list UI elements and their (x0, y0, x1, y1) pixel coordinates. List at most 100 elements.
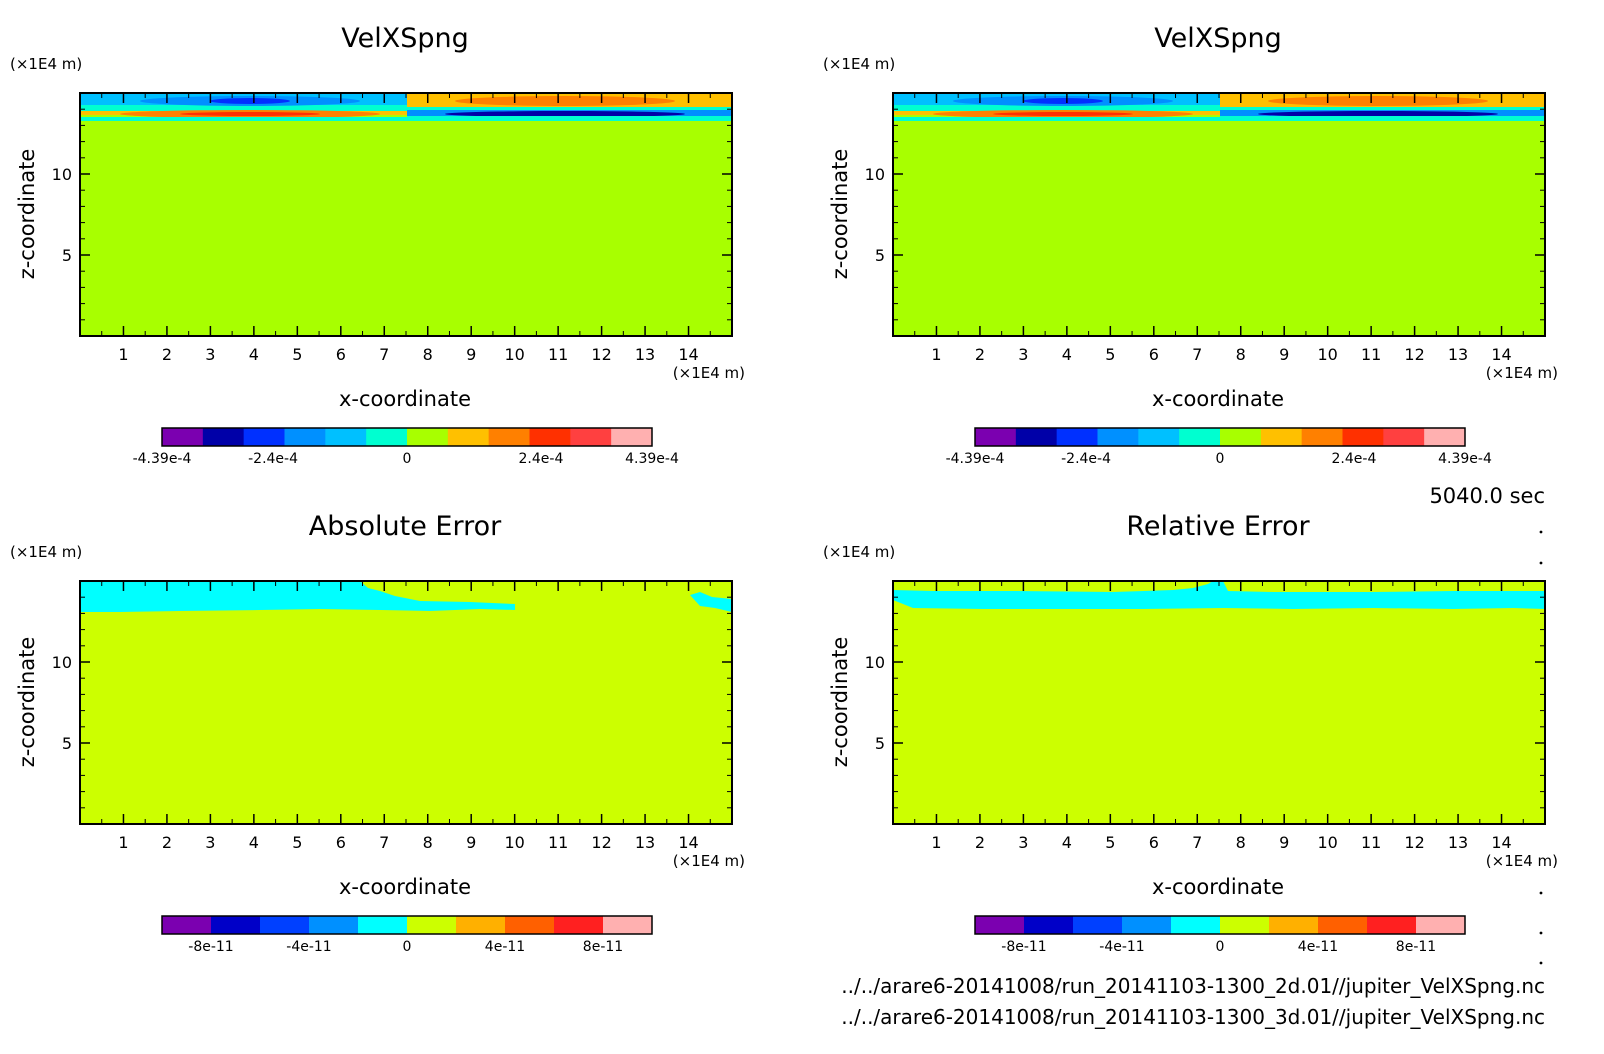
colorbar-swatch (211, 916, 261, 934)
x-axis-label: x-coordinate (339, 387, 471, 411)
field-core (1023, 98, 1103, 104)
tick-marks (79, 93, 732, 336)
x-tick-label: 10 (1317, 345, 1337, 364)
x-tick-label: 4 (1062, 833, 1072, 852)
colorbar-swatch (162, 428, 204, 446)
x-tick-labels: 1 2 3 4 5 6 7 8 9 10 11 12 13 14 (931, 833, 1511, 852)
x-tick-label: 3 (205, 833, 215, 852)
y-tick-label: 10 (865, 653, 885, 672)
x-tick-label: 12 (591, 345, 611, 364)
field-core (455, 96, 675, 106)
colorbar-tick-label: 8e-11 (583, 939, 623, 955)
panel-title: Relative Error (1126, 511, 1310, 542)
colorbar-swatch (975, 428, 1017, 446)
dot-marker (1539, 561, 1543, 565)
colorbar-frame (974, 427, 1466, 447)
y-unit-label: (×1E4 m) (10, 55, 82, 73)
colorbar-swatch (1138, 428, 1180, 446)
x-tick-label: 9 (466, 345, 476, 364)
y-axis-label: z-coordinate (15, 637, 39, 768)
x-unit-label: (×1E4 m) (1486, 364, 1558, 382)
y-tick-label: 10 (52, 653, 72, 672)
x-tick-label: 12 (591, 833, 611, 852)
x-tick-label: 8 (423, 833, 433, 852)
colorbar: -8e-11 -4e-11 0 4e-11 8e-11 (161, 915, 653, 955)
y-tick-labels: 5 10 (865, 165, 885, 265)
x-tick-label: 1 (931, 345, 941, 364)
plot-area (79, 580, 733, 825)
colorbar-tick-label: 0 (403, 939, 412, 955)
x-tick-label: 4 (1062, 345, 1072, 364)
x-tick-label: 13 (635, 345, 655, 364)
field-background (80, 93, 732, 336)
colorbar: -4.39e-4 -2.4e-4 0 2.4e-4 4.39e-4 (133, 427, 679, 467)
field-band (1220, 116, 1545, 121)
colorbar-swatch (1383, 428, 1425, 446)
x-axis-label: x-coordinate (339, 875, 471, 899)
colorbar-swatch (1301, 428, 1343, 446)
colorbar-tick-label: -8e-11 (1001, 939, 1046, 955)
panel-title: Absolute Error (309, 511, 502, 542)
colorbar-swatch (1416, 916, 1466, 934)
error-region (690, 592, 732, 612)
colorbar-tick-label: 4e-11 (1298, 939, 1338, 955)
colorbar-swatch (611, 428, 653, 446)
ellipsis-dots (1539, 530, 1543, 965)
footer-path-3d: ../../arare6-20141008/run_20141103-1300_… (841, 1005, 1545, 1029)
x-unit-label: (×1E4 m) (1486, 852, 1558, 870)
colorbar-swatch (447, 428, 490, 446)
x-tick-label: 2 (162, 833, 172, 852)
colorbar-tick-label: 4.39e-4 (625, 451, 679, 467)
dot-marker (1539, 961, 1543, 965)
tick-marks (79, 581, 732, 824)
colorbar: -4.39e-4 -2.4e-4 0 2.4e-4 4.39e-4 (946, 427, 1492, 467)
y-tick-label: 5 (62, 734, 72, 753)
x-tick-label: 10 (1317, 833, 1337, 852)
x-unit-label: (×1E4 m) (673, 852, 745, 870)
x-tick-label: 14 (1491, 345, 1511, 364)
field-background (893, 93, 1545, 336)
panel-relative-error: Relative Error (×1E4 m) 1 2 3 4 5 6 7 8 9 10 11 12 1… (823, 511, 1558, 955)
field-band (893, 105, 1220, 111)
field-band (80, 117, 407, 121)
field-band (1220, 107, 1545, 111)
x-tick-label: 6 (1149, 833, 1159, 852)
y-unit-label: (×1E4 m) (823, 543, 895, 561)
x-tick-label: 13 (635, 833, 655, 852)
colorbar-swatch (1122, 916, 1172, 934)
x-tick-label: 6 (336, 345, 346, 364)
timestamp-label: 5040.0 sec (1429, 484, 1545, 508)
y-axis-label: z-coordinate (828, 637, 852, 768)
colorbar-swatch (1269, 916, 1319, 934)
colorbar-tick-label: 0 (1216, 939, 1225, 955)
plot-area (892, 580, 1546, 825)
colorbar-swatch (1220, 916, 1270, 934)
colorbar-swatch (407, 428, 449, 446)
x-tick-label: 9 (1279, 833, 1289, 852)
field-band (407, 116, 732, 121)
colorbar-swatch (1342, 428, 1384, 446)
colorbar-swatch (1015, 428, 1058, 446)
x-unit-label: (×1E4 m) (673, 364, 745, 382)
error-region (893, 581, 1545, 609)
x-tick-label: 7 (1192, 833, 1202, 852)
colorbar-frame (161, 427, 653, 447)
plot-area (79, 92, 733, 337)
x-tick-label: 1 (931, 833, 941, 852)
colorbar-swatch (1424, 428, 1466, 446)
field-core (445, 111, 685, 117)
y-axis-label: z-coordinate (828, 149, 852, 280)
field-band (893, 117, 1220, 121)
x-tick-label: 3 (1018, 345, 1028, 364)
x-tick-label: 10 (504, 833, 524, 852)
colorbar-tick-label: -4.39e-4 (133, 451, 192, 467)
x-tick-label: 13 (1448, 345, 1468, 364)
dot-marker (1539, 931, 1543, 935)
y-tick-label: 5 (875, 734, 885, 753)
colorbar-swatch (1024, 916, 1074, 934)
x-tick-label: 12 (1404, 833, 1424, 852)
colorbar-swatch (358, 916, 408, 934)
colorbar-tick-label: 0 (1216, 451, 1225, 467)
colorbar-swatch (488, 428, 530, 446)
